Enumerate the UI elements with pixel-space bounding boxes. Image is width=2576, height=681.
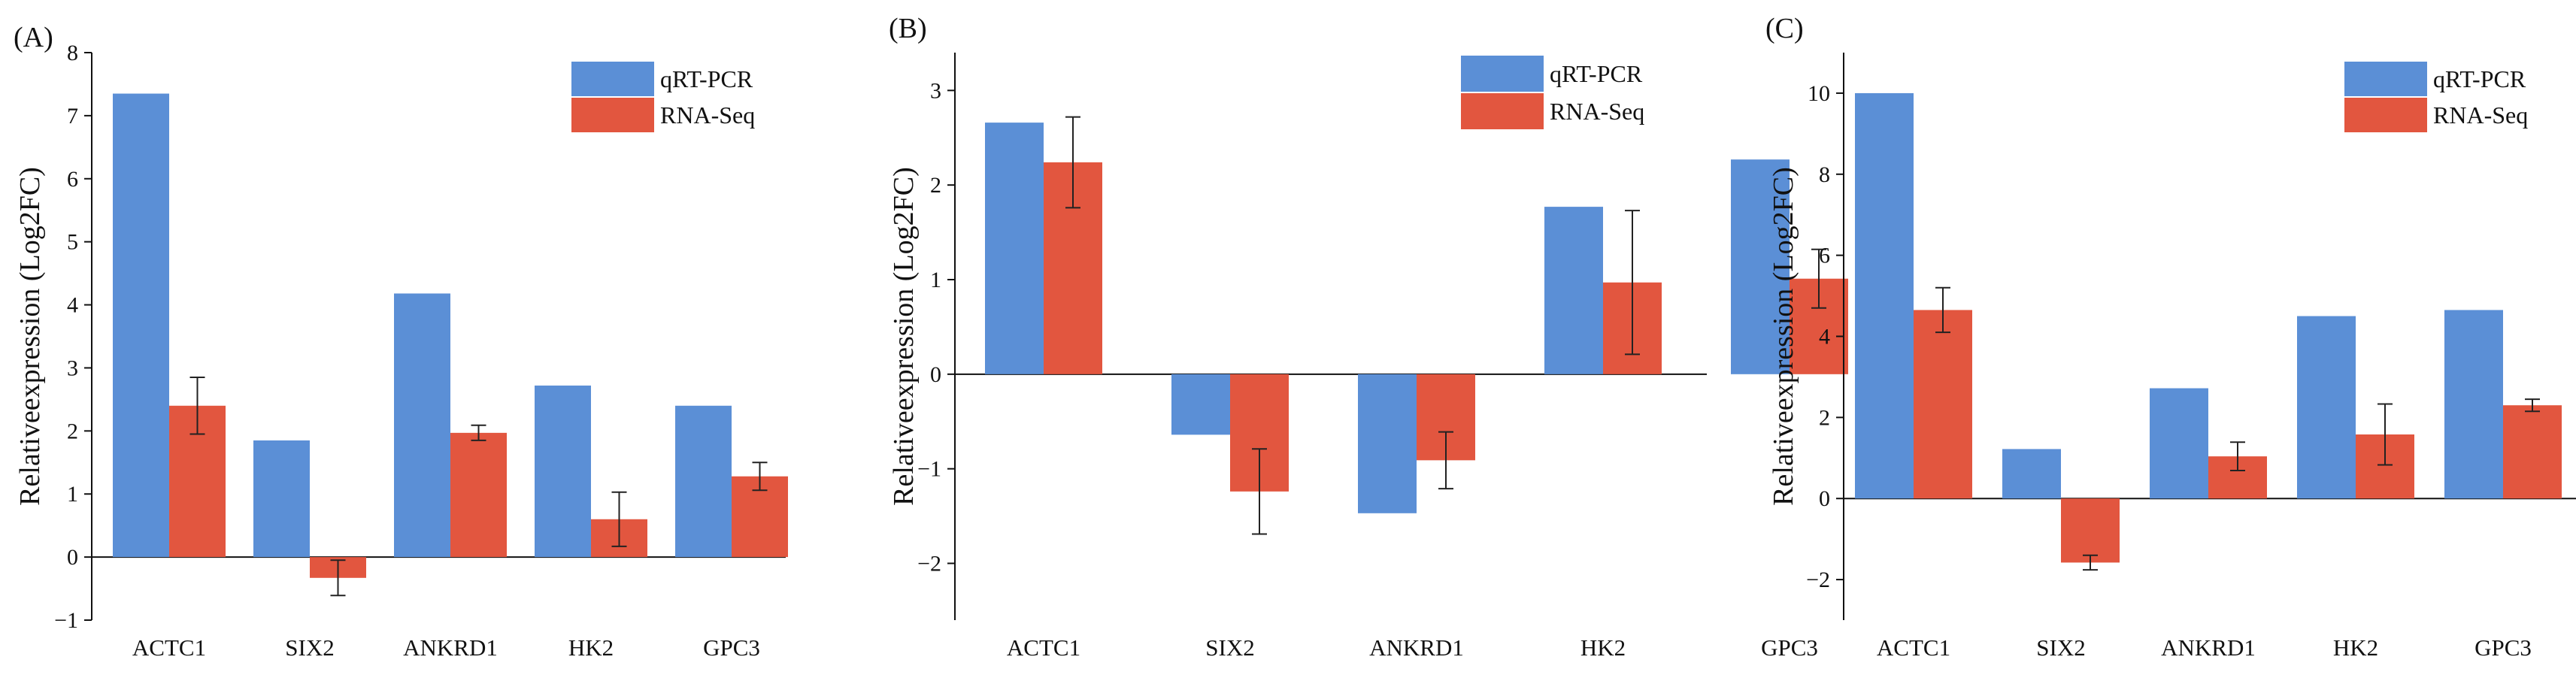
bar-rnaseq-ankrd1 [450, 432, 507, 558]
bar-qrtpcr-actc1 [113, 93, 169, 558]
error-bar-ankrd1 [1438, 431, 1453, 490]
x-tick-label: ACTC1 [1877, 634, 1950, 661]
panel-label: (B) [889, 13, 927, 44]
legend: qRT-PCR RNA-Seq [1461, 56, 1644, 129]
y-tick-label: 7 [67, 104, 78, 129]
y-axis-title: Relativeexpression (Log2FC) [1768, 167, 1799, 506]
bar-qrtpcr-actc1 [985, 123, 1044, 374]
bar-qrtpcr-six2 [2002, 449, 2061, 499]
legend-label-qrtpcr: qRT-PCR [1550, 60, 1643, 87]
y-tick-label: 4 [1819, 325, 1830, 350]
x-tick-label: HK2 [2333, 634, 2378, 661]
bar-qrtpcr-hk2 [535, 385, 591, 558]
legend-swatch-qrtpcr [2344, 62, 2427, 96]
x-tick-label: GPC3 [2474, 634, 2532, 661]
y-tick-label: 0 [1819, 486, 1830, 511]
bar-qrtpcr-six2 [253, 440, 310, 558]
error-bar-six2 [2083, 554, 2098, 571]
bar-qrtpcr-ankrd1 [394, 293, 450, 558]
bar-qrtpcr-actc1 [1855, 92, 1914, 499]
legend-swatch-qrtpcr [1461, 56, 1544, 92]
error-bar-actc1 [1065, 116, 1080, 209]
bar-qrtpcr-hk2 [1544, 207, 1603, 374]
error-bar-gpc3 [1811, 248, 1826, 309]
chart-panel-0: (A) −1 0 1 2 3 4 5 6 7 8 Relativeexpression (Log2FC… [14, 22, 788, 661]
legend-label-qrtpcr: qRT-PCR [2433, 65, 2526, 92]
bar-qrtpcr-ankrd1 [2150, 388, 2208, 499]
x-tick-label: SIX2 [1205, 634, 1254, 661]
x-tick-label: ACTC1 [1007, 634, 1080, 661]
y-tick-label: −1 [54, 608, 78, 633]
bar-rnaseq-gpc3 [2503, 405, 2562, 499]
bar-qrtpcr-gpc3 [1731, 159, 1790, 374]
y-tick-label: 8 [67, 41, 78, 65]
y-tick-label: 2 [1819, 405, 1830, 430]
x-tick-label: GPC3 [703, 634, 760, 661]
x-tick-label: HK2 [568, 634, 614, 661]
error-bar-gpc3 [2525, 398, 2540, 413]
error-bar-ankrd1 [2230, 441, 2245, 472]
x-tick-label: SIX2 [2036, 634, 2085, 661]
y-tick-label: 3 [67, 356, 78, 380]
error-bar-hk2 [2377, 403, 2393, 466]
x-tick-label: ANKRD1 [2161, 634, 2256, 661]
y-tick-label: 3 [930, 78, 941, 103]
x-tick-label: GPC3 [1761, 634, 1818, 661]
panel-label: (A) [14, 22, 53, 53]
error-bar-hk2 [1625, 210, 1640, 356]
y-axis-title: Relativeexpression (Log2FC) [14, 167, 46, 506]
legend: qRT-PCR RNA-Seq [2344, 62, 2528, 132]
legend-swatch-qrtpcr [571, 62, 654, 96]
chart-panel-1: (B) −2 −1 0 1 2 3 Relativeexpression (Log2FC) AC… [888, 13, 1848, 661]
x-tick-label: SIX2 [285, 634, 334, 661]
error-bar-gpc3 [752, 462, 768, 492]
y-tick-label: 10 [1808, 81, 1830, 106]
y-tick-label: 0 [930, 362, 941, 387]
bar-qrtpcr-gpc3 [2444, 310, 2503, 499]
y-tick-label: 6 [67, 167, 78, 192]
bar-qrtpcr-hk2 [2297, 316, 2356, 499]
x-tick-label: ANKRD1 [403, 634, 498, 661]
chart-panel-2: (C) −2 0 2 4 6 8 10 Relativeexpression (Log2FC) A… [1765, 13, 2576, 661]
bar-rnaseq-actc1 [1914, 310, 1972, 499]
y-tick-label: 2 [67, 419, 78, 443]
bar-qrtpcr-gpc3 [675, 405, 732, 558]
x-tick-label: HK2 [1580, 634, 1626, 661]
error-bar-six2 [330, 559, 346, 597]
legend-label-qrtpcr: qRT-PCR [660, 65, 753, 92]
y-tick-label: 2 [930, 173, 941, 198]
legend-swatch-rnaseq [571, 98, 654, 132]
y-tick-label: 6 [1819, 244, 1830, 268]
y-tick-label: 8 [1819, 162, 1830, 187]
legend: qRT-PCR RNA-Seq [571, 62, 755, 132]
y-axis-title: Relativeexpression (Log2FC) [888, 167, 920, 506]
bar-qrtpcr-six2 [1171, 374, 1230, 435]
error-bar-six2 [1252, 448, 1267, 535]
x-tick-label: ANKRD1 [1369, 634, 1464, 661]
legend-label-rnaseq: RNA-Seq [1550, 98, 1644, 125]
y-tick-label: 0 [67, 545, 78, 570]
error-bar-actc1 [1935, 286, 1950, 334]
legend-label-rnaseq: RNA-Seq [2433, 101, 2528, 129]
y-tick-label: 1 [930, 268, 941, 292]
y-tick-label: −2 [917, 552, 941, 577]
x-tick-label: ACTC1 [132, 634, 206, 661]
bar-qrtpcr-ankrd1 [1358, 374, 1417, 513]
bar-rnaseq-six2 [2061, 498, 2120, 563]
error-bar-ankrd1 [471, 424, 486, 441]
legend-swatch-rnaseq [2344, 98, 2427, 132]
legend-label-rnaseq: RNA-Seq [660, 101, 755, 129]
y-tick-label: 1 [67, 482, 78, 507]
error-bar-hk2 [611, 491, 627, 547]
y-tick-label: 5 [67, 230, 78, 255]
y-tick-label: −1 [917, 457, 941, 482]
y-tick-label: 4 [67, 293, 78, 318]
legend-swatch-rnaseq [1461, 93, 1544, 129]
y-tick-label: −2 [1806, 568, 1830, 592]
error-bar-actc1 [189, 377, 205, 435]
panel-label: (C) [1765, 13, 1804, 44]
